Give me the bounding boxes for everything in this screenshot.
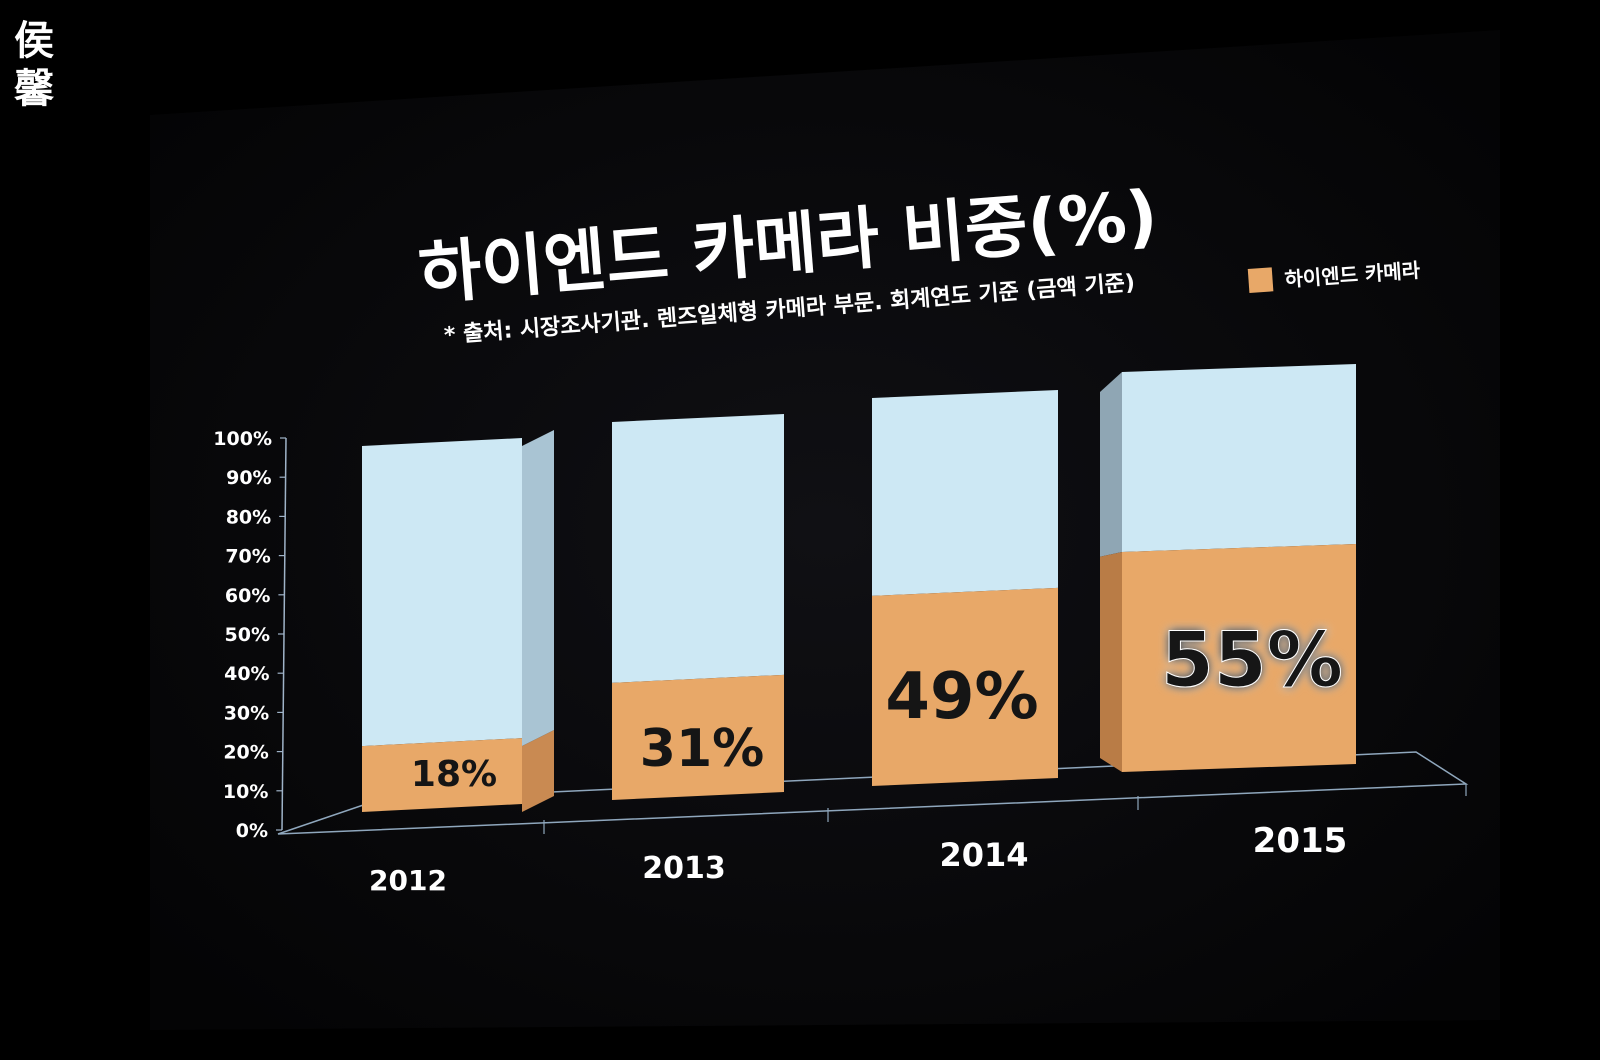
y-tick-label: 60%	[225, 585, 270, 607]
y-tick-label: 80%	[226, 506, 271, 528]
bar-remainder	[612, 414, 784, 683]
chart-floor	[277, 751, 1469, 835]
y-tick-label: 30%	[224, 702, 269, 724]
y-tick-label: 70%	[225, 546, 270, 568]
y-tick-label: 100%	[213, 428, 272, 450]
bar-2013: 31%	[612, 414, 784, 800]
data-label-2013: 31%	[640, 719, 764, 779]
x-axis-labels: 2012 2013 2014 2015	[369, 821, 1347, 897]
bar-value	[362, 738, 522, 812]
bar-side-value	[522, 730, 554, 812]
data-label-2014: 49%	[885, 660, 1038, 734]
bar-side-value	[1100, 552, 1122, 772]
x-tick-label-2012: 2012	[369, 864, 447, 897]
y-tick-label: 0%	[236, 820, 268, 842]
data-label-2012: 18%	[411, 754, 497, 795]
bar-value	[872, 587, 1058, 786]
y-tick-label: 40%	[224, 663, 269, 685]
bar-value	[1122, 544, 1356, 772]
x-tick-label-2013: 2013	[642, 851, 726, 886]
y-tick-label: 20%	[223, 742, 268, 764]
svg-text:馨: 馨	[14, 65, 55, 108]
x-tick-label-2015: 2015	[1253, 821, 1348, 861]
bar-remainder	[362, 438, 522, 747]
bar-value	[612, 674, 784, 800]
bar-2012: 18%	[362, 430, 554, 812]
y-tick-label: 50%	[225, 624, 270, 646]
bar-2014: 49%	[872, 390, 1058, 786]
data-label-2015: 55%	[1161, 615, 1343, 704]
y-tick-label: 10%	[223, 781, 268, 803]
bar-side-remainder	[522, 430, 554, 747]
floor-outline	[277, 751, 1469, 835]
bar-2015: 55%	[1100, 364, 1356, 772]
bar-series: 18% 31% 49% 55%	[362, 364, 1356, 812]
bar-side-remainder	[1100, 372, 1122, 557]
bar-remainder	[1122, 364, 1356, 552]
svg-text:侯: 侯	[14, 17, 54, 64]
bar-remainder	[872, 390, 1058, 596]
y-tick-label: 90%	[226, 467, 271, 489]
x-tick-label-2014: 2014	[939, 836, 1028, 874]
legend-swatch	[1247, 267, 1274, 293]
watermark-seal: 侯 馨	[14, 17, 55, 108]
y-axis: 0% 10% 20% 30% 40% 50% 60% 70% 80% 90% 100%	[213, 428, 287, 842]
